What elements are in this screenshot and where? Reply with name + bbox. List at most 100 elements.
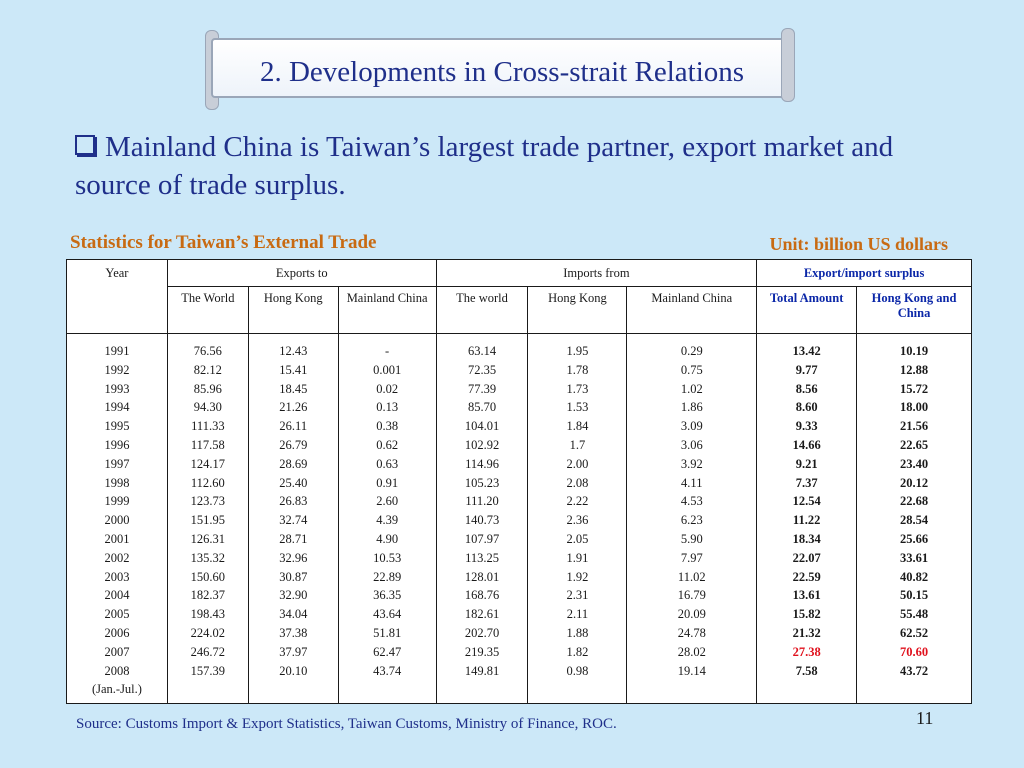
table-cell: 1996 <box>104 437 130 452</box>
table-cell: 1993 <box>104 381 130 396</box>
table-cell: 22.59 <box>792 569 821 584</box>
table-cell: 6.23 <box>680 513 703 528</box>
table-cell: 105.23 <box>464 475 500 490</box>
table-cell: 27.38 <box>792 644 821 659</box>
table-cell: 21.32 <box>792 625 821 640</box>
table-cell: 150.60 <box>190 569 226 584</box>
data-row: 1991 1992 1993 1994 1995 1996 1997 1998 1999 2000… <box>66 332 972 705</box>
header-row-columns: The World Hong Kong Mainland China The w… <box>67 286 972 334</box>
table-cell: 32.90 <box>279 588 308 603</box>
title-box: 2. Developments in Cross-strait Relation… <box>211 38 793 98</box>
table-cell: 25.40 <box>279 475 308 490</box>
table-cell: 15.72 <box>899 381 929 396</box>
table-cell: 22.89 <box>373 569 402 584</box>
table-cell: 2007 <box>104 644 130 659</box>
table-cell: 40.82 <box>899 569 929 584</box>
table-cell: 113.25 <box>465 550 499 565</box>
col-surplus-hk-china: 10.19 12.88 15.72 18.00 21.56 22.65 23.40 20.12… <box>856 332 972 705</box>
unit-label: Unit: billion US dollars <box>769 234 948 254</box>
table-cell: 126.31 <box>190 531 226 546</box>
table-cell: 0.02 <box>376 381 399 396</box>
table-cell: 0.29 <box>680 344 703 358</box>
table-cell: 55.48 <box>899 607 929 622</box>
table-cell: 34.04 <box>279 607 308 622</box>
table-cell: 10.19 <box>899 344 929 358</box>
table-cell: 1.53 <box>566 400 589 415</box>
table-cell: 0.98 <box>566 663 589 678</box>
table-cell: 20.12 <box>899 475 929 490</box>
table-cell: 1.91 <box>566 550 589 565</box>
table-cell: 1997 <box>104 456 130 471</box>
col-imports-world: 63.14 72.35 77.39 85.70 104.01 102.92 114.96 10… <box>435 332 529 705</box>
table-cell: 18.45 <box>279 381 308 396</box>
table-cell: - <box>385 344 390 358</box>
table-cell: 151.95 <box>190 513 226 528</box>
table-cell: 15.41 <box>279 362 308 377</box>
table-cell: 0.91 <box>376 475 399 490</box>
table-cell: 28.54 <box>899 513 929 528</box>
table-cell: 1.86 <box>680 400 703 415</box>
trade-statistics-table: Year Exports to Imports from Export/impo… <box>66 259 972 705</box>
table-cell: 135.32 <box>190 550 226 565</box>
slide-title: 2. Developments in Cross-strait Relation… <box>259 56 745 88</box>
header-imports-world: The world <box>435 286 529 334</box>
title-banner: 2. Developments in Cross-strait Relation… <box>205 28 795 110</box>
table-cell: 32.74 <box>279 513 308 528</box>
table-cell: 1.88 <box>566 625 589 640</box>
table-cell: 0.001 <box>373 362 402 377</box>
table-cell: 182.37 <box>190 588 226 603</box>
table-cell: 28.69 <box>279 456 308 471</box>
table-cell: 2.11 <box>566 607 589 622</box>
table-cell: 33.61 <box>899 550 929 565</box>
table-cell: 32.96 <box>279 550 308 565</box>
table-cell: 2001 <box>104 531 130 546</box>
table-cell: 140.73 <box>464 513 500 528</box>
table-cell: 0.38 <box>376 419 399 434</box>
table-cell: 3.06 <box>680 437 703 452</box>
table-title: Statistics for Taiwan’s External Trade <box>70 232 377 253</box>
table-cell: 43.72 <box>899 663 929 678</box>
table-cell: 14.66 <box>792 437 821 452</box>
table-cell: 2008 <box>104 663 130 678</box>
table-cell: 3.92 <box>680 456 703 471</box>
table-cell: 62.47 <box>373 644 402 659</box>
table-cell: 0.75 <box>680 362 703 377</box>
bullet-point: Mainland China is Taiwan’s largest trade… <box>75 128 935 204</box>
table-cell: 1.95 <box>566 344 589 358</box>
table-cell: 21.26 <box>279 400 308 415</box>
table-cell: 224.02 <box>190 625 226 640</box>
source-note: Source: Customs Import & Export Statisti… <box>76 716 617 732</box>
header-imports-china: Mainland China <box>626 286 758 334</box>
table-cell: 1.82 <box>566 644 589 659</box>
table-cell: 2.22 <box>566 494 589 509</box>
table-cell: 20.09 <box>677 607 706 622</box>
table-cell: 2.05 <box>566 531 589 546</box>
table-cell: 2005 <box>104 607 130 622</box>
table-cell: 111.20 <box>465 494 499 509</box>
table-cell: 1994 <box>104 400 130 415</box>
table-cell: 13.42 <box>792 344 821 358</box>
table-cell: 24.78 <box>677 625 706 640</box>
table-cell: 1995 <box>104 419 130 434</box>
table-cell: 30.87 <box>279 569 308 584</box>
table-cell: 4.11 <box>681 475 703 490</box>
table-cell: 37.97 <box>279 644 308 659</box>
col-exports-china: - 0.001 0.02 0.13 0.38 0.62 0.63 0.91 2.60 4.39 4.… <box>337 332 437 705</box>
table-cell: 77.39 <box>467 381 497 396</box>
col-surplus-total: 13.42 9.77 8.56 8.60 9.33 14.66 9.21 7.37 12.54 1… <box>756 332 858 705</box>
table-cell: 1999 <box>104 494 130 509</box>
table-cell: 0.62 <box>376 437 399 452</box>
table-cell: 8.56 <box>795 381 818 396</box>
page-number: 11 <box>916 708 934 728</box>
table-cell: 26.79 <box>279 437 308 452</box>
col-exports-world: 76.56 82.12 85.96 94.30 111.33 117.58 124.17 11… <box>166 332 249 705</box>
table-cell: 3.09 <box>680 419 703 434</box>
col-year: 1991 1992 1993 1994 1995 1996 1997 1998 1999 2000… <box>66 332 168 705</box>
col-imports-china: 0.29 0.75 1.02 1.86 3.09 3.06 3.92 4.11 4.53 6.23… <box>626 332 758 705</box>
table-cell: 10.53 <box>373 550 402 565</box>
table-cell: 19.14 <box>677 663 706 678</box>
table-cell: 1998 <box>104 475 130 490</box>
table-cell: 9.77 <box>795 362 818 377</box>
table-cell: 62.52 <box>899 625 929 640</box>
table-cell: 82.12 <box>193 362 222 377</box>
